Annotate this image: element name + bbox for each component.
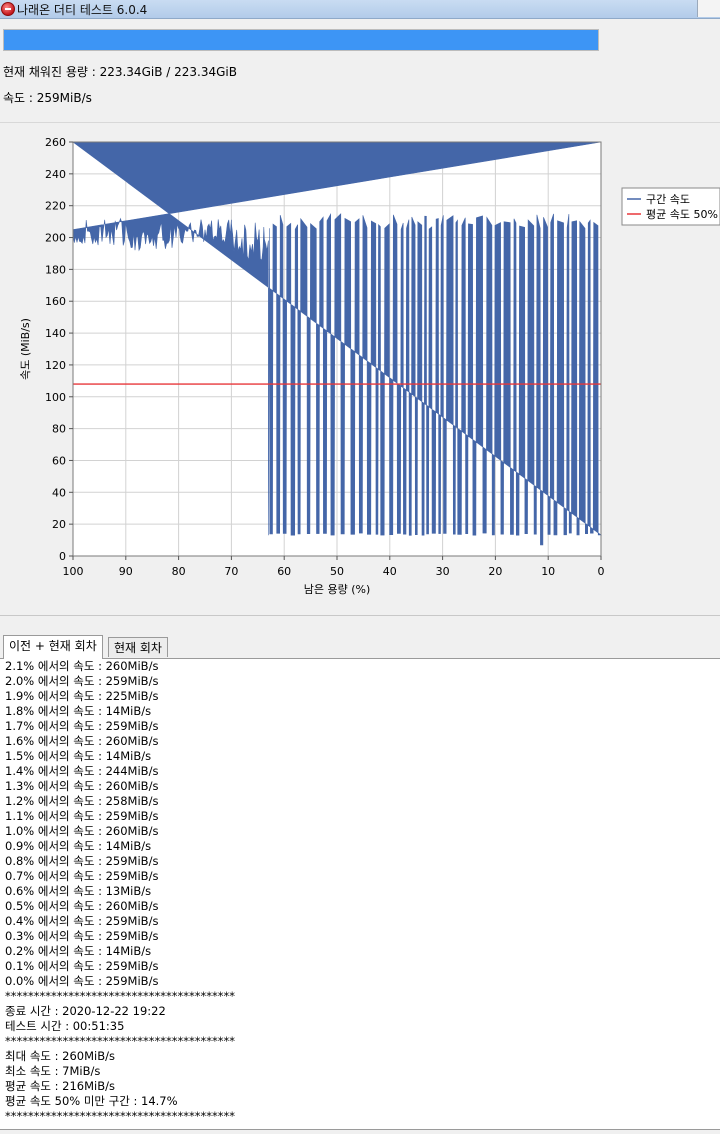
tab-label: 현재 회차 [114,641,162,655]
log-line: 1.6% 에서의 속도 : 260MiB/s [5,734,159,748]
y-tick-label: 0 [59,550,66,563]
progress-fill [4,30,598,50]
log-line: 1.4% 에서의 속도 : 244MiB/s [5,764,159,778]
y-axis-title: 속도 (MiB/s) [19,318,32,380]
log-line: 0.8% 에서의 속도 : 259MiB/s [5,854,159,868]
y-tick-label: 160 [45,295,66,308]
y-tick-label: 200 [45,232,66,245]
log-line: 1.3% 에서의 속도 : 260MiB/s [5,779,159,793]
log-line: 평균 속도 : 216MiB/s [5,1079,115,1093]
x-tick-label: 10 [541,565,555,578]
log-line: 1.8% 에서의 속도 : 14MiB/s [5,704,152,718]
x-tick-label: 90 [119,565,133,578]
x-tick-label: 100 [63,565,84,578]
y-tick-label: 120 [45,359,66,372]
log-line: **************************************** [5,1109,235,1123]
log-line: 2.1% 에서의 속도 : 260MiB/s [5,659,159,673]
log-line: **************************************** [5,1034,235,1048]
x-tick-label: 70 [224,565,238,578]
log-line: 0.5% 에서의 속도 : 260MiB/s [5,899,159,913]
tab-previous-and-current[interactable]: 이전 + 현재 회차 [3,635,103,659]
log-line: 1.0% 에서의 속도 : 260MiB/s [5,824,159,838]
y-tick-label: 180 [45,263,66,276]
log-line: 테스트 시간 : 00:51:35 [5,1019,125,1033]
y-tick-label: 100 [45,391,66,404]
log-line: 0.6% 에서의 속도 : 13MiB/s [5,884,152,898]
x-tick-label: 60 [277,565,291,578]
log-line: 0.4% 에서의 속도 : 259MiB/s [5,914,159,928]
log-line: 0.2% 에서의 속도 : 14MiB/s [5,944,152,958]
window-title: 나래온 더티 테스트 6.0.4 [17,3,148,17]
y-tick-label: 140 [45,327,66,340]
log-line: 1.2% 에서의 속도 : 258MiB/s [5,794,159,808]
tab-label: 이전 + 현재 회차 [9,639,97,653]
log-line: 0.9% 에서의 속도 : 14MiB/s [5,839,152,853]
x-tick-label: 50 [330,565,344,578]
y-tick-label: 240 [45,168,66,181]
log-line: 0.0% 에서의 속도 : 259MiB/s [5,974,159,988]
log-line: 1.1% 에서의 속도 : 259MiB/s [5,809,159,823]
log-line: 1.9% 에서의 속도 : 225MiB/s [5,689,159,703]
capacity-text: 현재 채워진 용량 : 223.34GiB / 223.34GiB [3,65,237,79]
x-tick-label: 0 [598,565,605,578]
speed-text: 속도 : 259MiB/s [3,91,92,105]
log-line: 0.3% 에서의 속도 : 259MiB/s [5,929,159,943]
legend-label: 구간 속도 [646,193,690,206]
x-tick-label: 30 [436,565,450,578]
log-line: 1.7% 에서의 속도 : 259MiB/s [5,719,159,733]
legend-label: 평균 속도 50% [646,208,718,221]
y-tick-label: 220 [45,200,66,213]
app-icon [1,2,15,16]
tab-current[interactable]: 현재 회차 [108,637,168,657]
progress-bar [3,29,599,51]
y-tick-label: 80 [52,423,66,436]
tab-bar: 이전 + 현재 회차 현재 회차 [0,635,720,659]
title-bar: 나래온 더티 테스트 6.0.4 [0,0,720,19]
log-line: **************************************** [5,989,235,1003]
x-axis-title: 남은 용량 (%) [304,583,371,596]
log-line: 1.5% 에서의 속도 : 14MiB/s [5,749,152,763]
x-tick-label: 40 [383,565,397,578]
y-tick-label: 20 [52,518,66,531]
interval-speed-series [72,141,602,546]
chart-panel [0,122,720,616]
x-tick-label: 20 [488,565,502,578]
y-tick-label: 40 [52,486,66,499]
y-tick-label: 260 [45,136,66,149]
log-line: 평균 속도 50% 미만 구간 : 14.7% [5,1094,178,1108]
window-control-area[interactable] [697,0,720,17]
legend-box [621,187,720,226]
result-log[interactable]: 2.1% 에서의 속도 : 260MiB/s 2.0% 에서의 속도 : 259M… [0,658,720,1130]
log-line: 0.7% 에서의 속도 : 259MiB/s [5,869,159,883]
log-line: 최소 속도 : 7MiB/s [5,1064,101,1078]
log-line: 종료 시간 : 2020-12-22 19:22 [5,1004,166,1018]
log-line: 최대 속도 : 260MiB/s [5,1049,115,1063]
log-line: 0.1% 에서의 속도 : 259MiB/s [5,959,159,973]
x-tick-label: 80 [172,565,186,578]
y-tick-label: 60 [52,454,66,467]
log-line: 2.0% 에서의 속도 : 259MiB/s [5,674,159,688]
